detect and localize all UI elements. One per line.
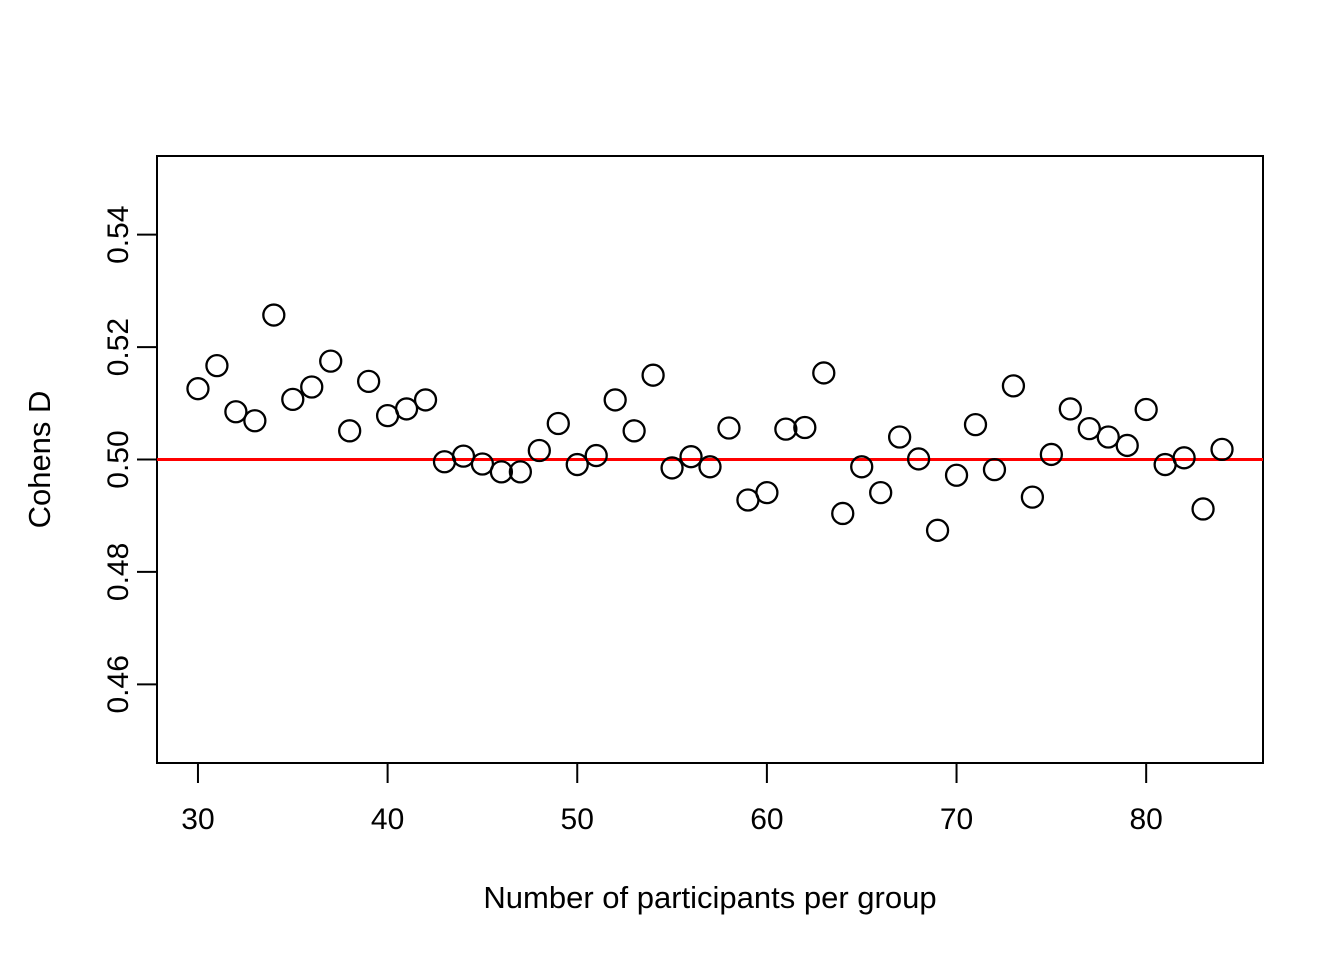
data-point	[262, 303, 286, 327]
data-point	[1172, 446, 1196, 470]
y-axis-tick-label: 0.46	[102, 655, 135, 713]
data-point	[982, 457, 1007, 482]
data-point	[546, 411, 570, 436]
plot-dynamic-layer: 30 40 50 60 70 80 0.46 0.48 0.50 0.52 0.54	[102, 205, 1263, 836]
data-point	[660, 456, 684, 480]
y-axis-tick-label: 0.48	[102, 543, 135, 601]
data-point	[679, 445, 703, 469]
x-axis-tick-label: 30	[181, 803, 214, 836]
data-point	[394, 397, 419, 421]
data-point	[584, 443, 608, 468]
data-point	[527, 438, 551, 463]
x-axis-tick-label: 40	[371, 803, 404, 836]
data-point	[755, 481, 779, 505]
data-point	[224, 400, 248, 424]
data-point	[300, 375, 324, 399]
x-axis-label: Number of participants per group	[483, 880, 936, 915]
y-axis-tick-label: 0.50	[102, 430, 135, 488]
data-point	[944, 463, 969, 487]
data-point	[887, 425, 912, 449]
data-point	[717, 416, 741, 440]
data-point	[432, 450, 457, 474]
data-point	[508, 460, 533, 484]
data-point	[1077, 416, 1101, 441]
data-point	[338, 419, 362, 443]
data-point	[489, 460, 514, 484]
y-axis-tick-label: 0.52	[102, 318, 135, 376]
data-point	[906, 447, 931, 471]
data-point	[1020, 485, 1045, 509]
data-point	[622, 419, 646, 443]
y-axis-label: Cohens D	[22, 391, 57, 529]
x-axis-tick-label: 50	[561, 803, 594, 836]
data-point	[831, 501, 855, 526]
data-point	[869, 481, 893, 505]
data-point	[1058, 397, 1082, 421]
data-point	[281, 387, 305, 412]
data-point	[1191, 497, 1215, 521]
data-point	[1096, 425, 1120, 449]
x-axis-tick-label: 60	[750, 803, 783, 836]
y-axis-tick-label: 0.54	[102, 205, 135, 263]
data-point	[774, 417, 798, 441]
data-point	[850, 455, 874, 479]
data-point	[963, 413, 988, 437]
data-point	[413, 388, 438, 412]
x-axis-tick-label: 80	[1129, 803, 1162, 836]
data-point	[1039, 442, 1064, 467]
data-point	[1001, 374, 1026, 398]
data-point	[243, 409, 267, 433]
data-point	[812, 361, 836, 385]
data-point	[565, 452, 589, 477]
data-point	[1115, 433, 1139, 458]
data-point	[1134, 397, 1158, 422]
data-point	[1210, 437, 1234, 462]
data-point	[205, 353, 229, 378]
data-point	[793, 415, 817, 440]
data-point	[641, 363, 665, 387]
data-point	[356, 369, 381, 394]
data-point	[319, 349, 343, 373]
data-point	[925, 518, 950, 542]
x-axis-tick-label: 70	[940, 803, 973, 836]
data-point	[603, 388, 627, 412]
data-point	[186, 377, 210, 401]
data-point	[698, 455, 722, 479]
